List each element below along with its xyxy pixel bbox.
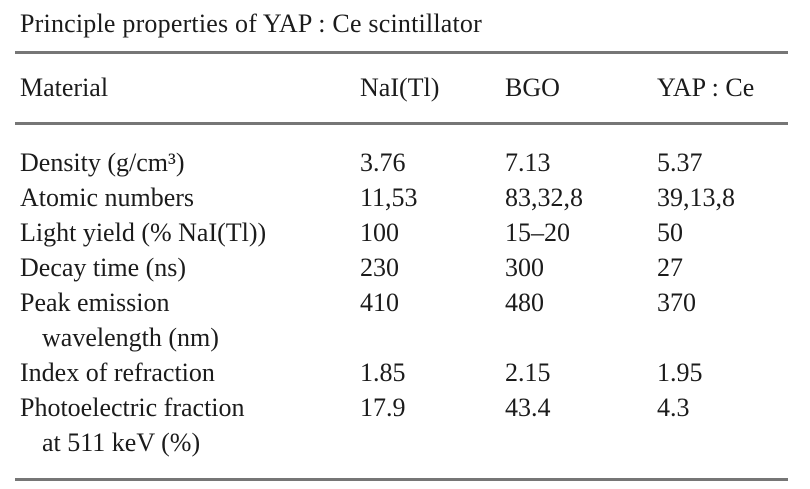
value-cell: 230	[360, 253, 399, 282]
table-caption: Principle properties of YAP : Ce scintil…	[20, 9, 482, 38]
row-label-continuation: wavelength (nm)	[42, 323, 219, 352]
value-cell: 3.76	[360, 148, 406, 177]
value-cell: 11,53	[360, 183, 418, 212]
value-cell: 83,32,8	[505, 183, 583, 212]
row-label: Decay time (ns)	[20, 250, 360, 285]
value-cell: 300	[505, 253, 544, 282]
table-row: Density (g/cm³) 3.76 7.13 5.37	[20, 145, 810, 180]
header-rule	[15, 122, 788, 125]
value-cell: 1.85	[360, 358, 406, 387]
table-row: Atomic numbers 11,53 83,32,8 39,13,8	[20, 180, 810, 215]
value-cell: 15–20	[505, 218, 570, 247]
row-label: Peak emission wavelength (nm)	[20, 285, 360, 355]
table-body: Density (g/cm³) 3.76 7.13 5.37 Atomic nu…	[20, 145, 810, 460]
table-row: Light yield (% NaI(Tl)) 100 15–20 50	[20, 215, 810, 250]
column-header-material: Material	[20, 73, 109, 102]
table-row: Photoelectric fraction at 511 keV (%) 17…	[20, 390, 810, 460]
row-label-text: Light yield (% NaI(Tl))	[20, 218, 267, 247]
value-cell: 43.4	[505, 393, 551, 422]
column-header-nai-tl: NaI(Tl)	[360, 73, 440, 102]
value-cell: 50	[657, 218, 683, 247]
value-cell: 5.37	[657, 148, 703, 177]
row-label: Light yield (% NaI(Tl))	[20, 215, 360, 250]
value-cell: 2.15	[505, 358, 551, 387]
value-cell: 17.9	[360, 393, 406, 422]
column-header-bgo: BGO	[505, 73, 560, 102]
value-cell: 100	[360, 218, 399, 247]
row-label-text: Peak emission	[20, 288, 170, 317]
value-cell: 1.95	[657, 358, 703, 387]
value-cell: 27	[657, 253, 683, 282]
row-label-text: Atomic numbers	[20, 183, 195, 212]
table-row: Peak emission wavelength (nm) 410 480 37…	[20, 285, 810, 355]
row-label: Index of refraction	[20, 355, 360, 390]
row-label-text: Decay time (ns)	[20, 253, 187, 282]
row-label: Density (g/cm³)	[20, 145, 360, 180]
row-label: Photoelectric fraction at 511 keV (%)	[20, 390, 360, 460]
table-row: Decay time (ns) 230 300 27	[20, 250, 810, 285]
value-cell: 39,13,8	[657, 183, 735, 212]
value-cell: 370	[657, 288, 696, 317]
top-rule	[15, 51, 788, 54]
table-row: Index of refraction 1.85 2.15 1.95	[20, 355, 810, 390]
value-cell: 480	[505, 288, 544, 317]
row-label-text: Density (g/cm³)	[20, 148, 185, 177]
bottom-rule	[15, 478, 788, 481]
row-label-continuation: at 511 keV (%)	[42, 428, 201, 457]
value-cell: 410	[360, 288, 399, 317]
row-label: Atomic numbers	[20, 180, 360, 215]
table-header-row: Material NaI(Tl) BGO YAP : Ce	[20, 70, 810, 105]
column-header-yap-ce: YAP : Ce	[657, 73, 755, 102]
value-cell: 4.3	[657, 393, 690, 422]
value-cell: 7.13	[505, 148, 551, 177]
row-label-text: Index of refraction	[20, 358, 215, 387]
row-label-text: Photoelectric fraction	[20, 393, 245, 422]
